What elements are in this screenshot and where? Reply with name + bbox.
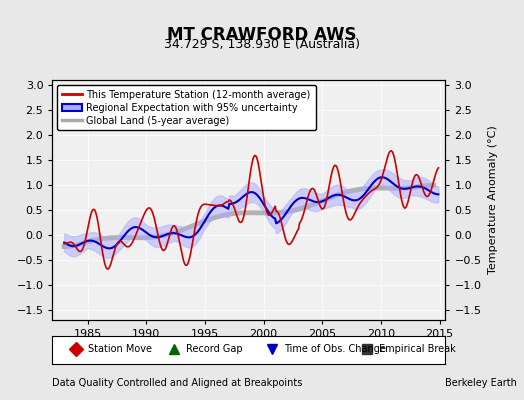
Text: 34.729 S, 138.930 E (Australia): 34.729 S, 138.930 E (Australia) (164, 38, 360, 51)
Text: Data Quality Controlled and Aligned at Breakpoints: Data Quality Controlled and Aligned at B… (52, 378, 303, 388)
Text: MT CRAWFORD AWS: MT CRAWFORD AWS (167, 26, 357, 44)
Y-axis label: Temperature Anomaly (°C): Temperature Anomaly (°C) (488, 126, 498, 274)
Text: Empirical Break: Empirical Break (378, 344, 455, 354)
Text: Record Gap: Record Gap (186, 344, 243, 354)
Text: Time of Obs. Change: Time of Obs. Change (285, 344, 386, 354)
Legend: This Temperature Station (12-month average), Regional Expectation with 95% uncer: This Temperature Station (12-month avera… (57, 85, 315, 130)
Text: Station Move: Station Move (88, 344, 152, 354)
Text: Berkeley Earth: Berkeley Earth (445, 378, 517, 388)
